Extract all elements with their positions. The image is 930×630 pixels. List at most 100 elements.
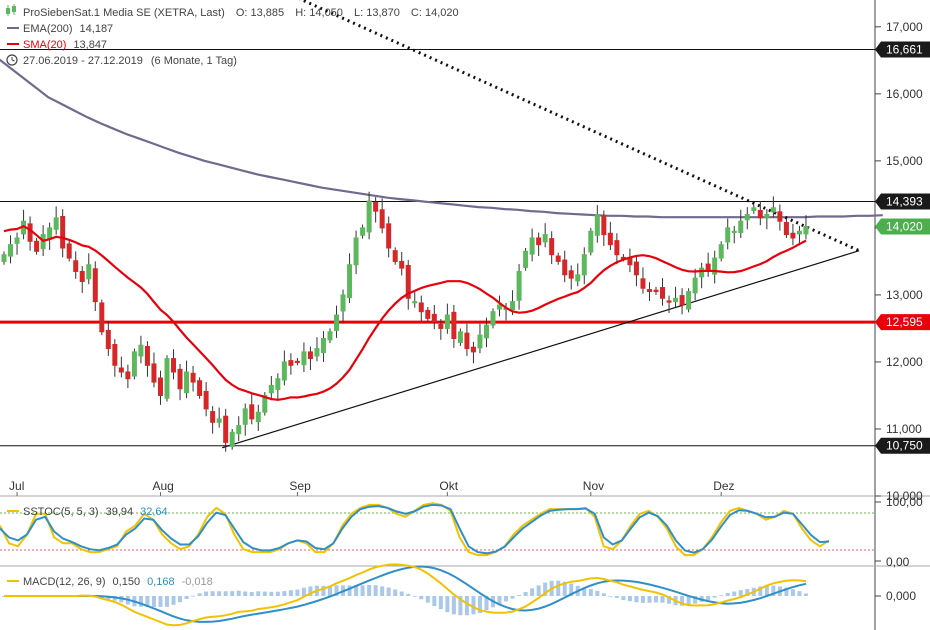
candle [490,308,496,329]
price-tag-bg [875,41,930,58]
candle [294,357,300,366]
candle-body [34,240,40,252]
candle-body [777,211,783,222]
macd-hist-bar [764,585,769,596]
candle [242,403,248,436]
candle-body [320,337,326,354]
candle [360,224,366,239]
candle [255,404,261,431]
candle [757,201,763,226]
candle-body [314,348,320,357]
candle-body [718,244,724,259]
candle-body [171,358,177,373]
macd-hist-bar [719,595,724,597]
macd-hist-bar [419,596,424,600]
macd-hist-bar [758,586,763,596]
candle-body [79,270,85,283]
candle-body [581,254,587,276]
candle-body [249,404,255,420]
price-tag-bg [875,193,930,210]
candle [594,205,600,243]
candle-body [392,250,398,262]
macd-hist-bar [706,596,711,601]
candle [731,225,737,244]
candle [614,233,620,265]
svg-text:SMA(20)13,847: SMA(20) 13,847 [23,39,107,51]
candle [14,232,20,255]
candle [796,225,802,246]
candle-body [764,213,770,219]
candle-body [86,264,92,280]
candle-body [575,274,581,282]
ema200-line [0,58,883,219]
candle-body [281,361,287,381]
candle-body [646,289,652,293]
macd-hist-bar [256,591,261,596]
candle [171,349,177,380]
price-tag-bg [875,314,930,331]
macd-hist-bar [393,589,398,596]
price-tag-label: 14,393 [886,195,923,209]
price-tag-label: 10,750 [886,439,923,453]
macd-hist-bar [158,596,163,607]
macd-hist-bar [230,591,235,596]
macd-hist-bar [360,585,365,596]
candle-body [640,278,646,289]
candle [340,289,346,323]
candle [353,230,359,275]
macd-hist-bar [380,586,385,596]
sma-legend-label: SMA(20) [23,39,66,51]
sstoc-k-value: 39,94 [106,506,134,518]
candle-body [542,234,548,243]
sma-legend-value: 13,847 [73,39,107,51]
clock-icon [6,54,18,66]
svg-text:27.06.2019 - 27.12.2019(6 Mona: 27.06.2019 - 27.12.2019 (6 Monate, 1 Tag) [23,55,237,67]
candle-body [27,223,33,242]
candle [699,262,705,289]
candle [601,210,607,246]
candle [523,248,529,271]
main-legend: ProSiebenSat.1 Media SE (XETRA, Last) O:… [6,4,459,67]
candle [157,370,163,405]
candle-body [418,302,424,313]
candle [640,267,646,294]
macd-hist-bar [464,596,469,616]
candle-body [405,264,411,299]
trendlines [222,0,860,449]
candle [288,353,294,375]
candle-body [92,268,98,303]
candle-body [425,309,431,319]
macd-hist-bar [523,591,528,596]
candle [646,282,652,301]
macd-hist-bar [504,596,509,602]
candle [190,365,196,392]
sstoc-legend: SSTOC(5, 5, 3) 39,94 32,64 [7,506,168,518]
candle [718,241,724,262]
macd-hist-bar [543,582,548,596]
candle [164,355,170,402]
candle-body [790,232,796,239]
candle [725,218,731,250]
candle-body [386,223,392,249]
candle [470,341,476,364]
candle [660,278,666,306]
candle-body [483,324,489,339]
macd-hist-bar [249,591,254,596]
price-tick-label: 11,000 [886,422,922,436]
candle [633,256,639,287]
candle-body [379,209,385,229]
macd-hist-bar [771,585,776,596]
candle-body [679,295,685,306]
candle-body [516,270,522,301]
macd-hist-bar [204,591,209,596]
candle [399,252,405,276]
candle [412,290,418,308]
macd-hist-value: -0,018 [182,576,213,588]
macd-hist-bar [145,596,150,608]
candle-body [112,344,118,366]
candle [99,299,105,336]
candle [405,260,411,310]
legend-title: ProSiebenSat.1 Media SE (XETRA, Last) [23,7,225,19]
candle [281,350,287,386]
macd-hist-bar [536,585,541,596]
